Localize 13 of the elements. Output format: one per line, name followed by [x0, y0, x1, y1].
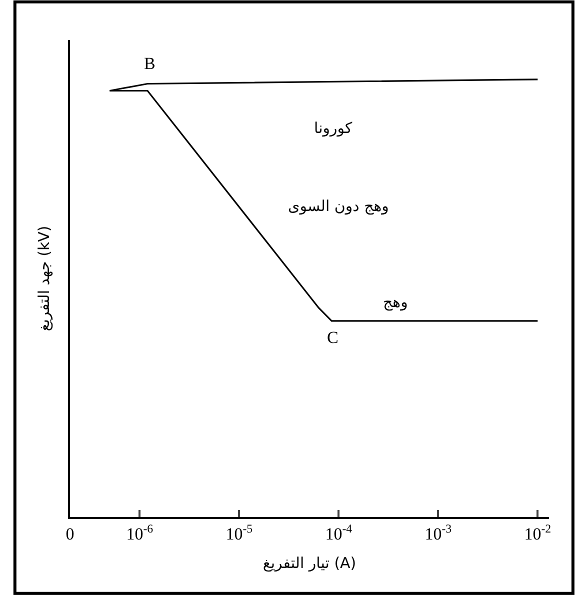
x-tick-label: 10$^{-6}$: [126, 521, 154, 544]
x-tick-label: 10$^{-2}$: [524, 521, 552, 544]
annotation: C: [327, 328, 338, 347]
x-axis-title: تيار التفريغ (A): [262, 554, 356, 572]
y-axis-title: جهد التفريغ (kV): [34, 226, 53, 332]
annotation: كورونا: [314, 119, 353, 137]
x-tick-label: 10$^{-3}$: [424, 521, 452, 544]
x-tick-label: 10$^{-4}$: [325, 521, 352, 544]
annotation: وهج: [383, 293, 408, 311]
annotation: وهج دون السوى: [288, 197, 389, 215]
x-tick-label: 0: [66, 524, 74, 544]
text: B: [144, 54, 156, 73]
x-tick-label: 10$^{-5}$: [226, 521, 253, 544]
